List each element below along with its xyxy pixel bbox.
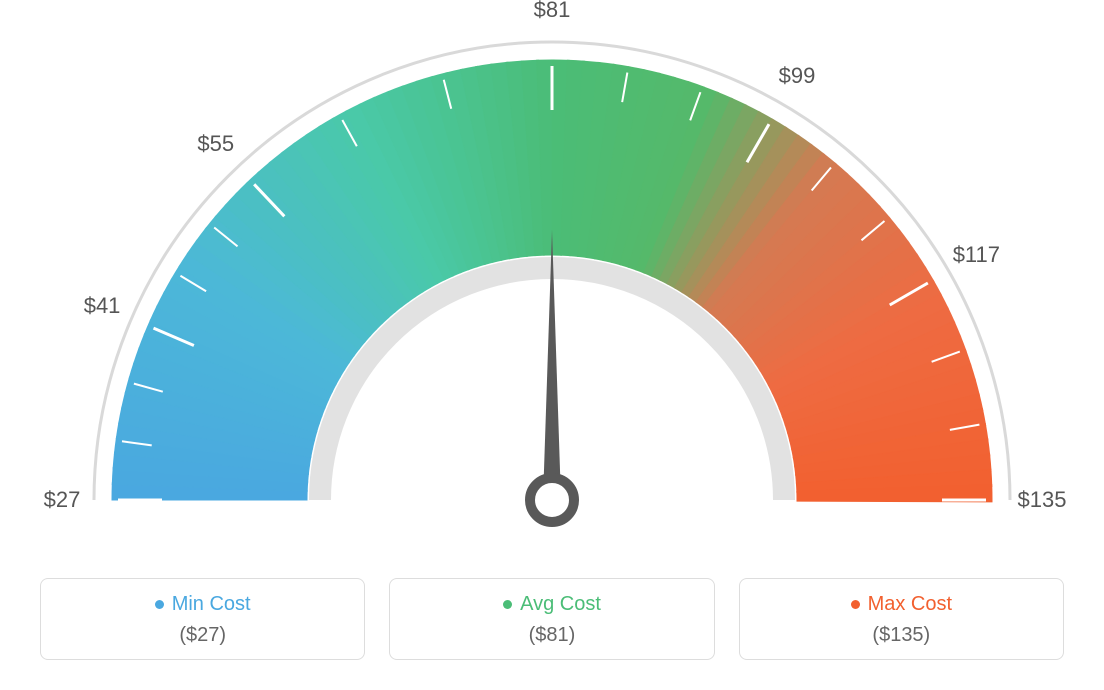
gauge-tick-label: $135 — [1018, 487, 1067, 513]
legend-title-avg: Avg Cost — [503, 593, 601, 616]
legend-value-max: ($135) — [750, 624, 1053, 647]
cost-gauge: $27 $41 $55 $81 $99 $117 $135 — [0, 0, 1104, 560]
legend-title-max: Max Cost — [851, 593, 952, 616]
legend-title-min: Min Cost — [155, 593, 251, 616]
legend-label-min: Min Cost — [172, 593, 251, 616]
legend-row: Min Cost ($27) Avg Cost ($81) Max Cost (… — [40, 578, 1064, 660]
legend-card-min: Min Cost ($27) — [40, 578, 365, 660]
gauge-tick-label: $117 — [953, 242, 1000, 268]
legend-dot-max — [851, 600, 860, 609]
gauge-svg — [0, 0, 1104, 560]
legend-value-min: ($27) — [51, 624, 354, 647]
legend-value-avg: ($81) — [400, 624, 703, 647]
gauge-tick-label: $81 — [534, 0, 571, 23]
gauge-tick-label: $41 — [84, 293, 121, 319]
legend-dot-min — [155, 600, 164, 609]
legend-card-avg: Avg Cost ($81) — [389, 578, 714, 660]
legend-dot-avg — [503, 600, 512, 609]
gauge-tick-label: $27 — [44, 487, 81, 513]
gauge-tick-label: $55 — [197, 131, 234, 157]
legend-card-max: Max Cost ($135) — [739, 578, 1064, 660]
gauge-tick-label: $99 — [779, 63, 816, 89]
gauge-needle-hub — [530, 478, 574, 522]
legend-label-max: Max Cost — [868, 593, 952, 616]
legend-label-avg: Avg Cost — [520, 593, 601, 616]
